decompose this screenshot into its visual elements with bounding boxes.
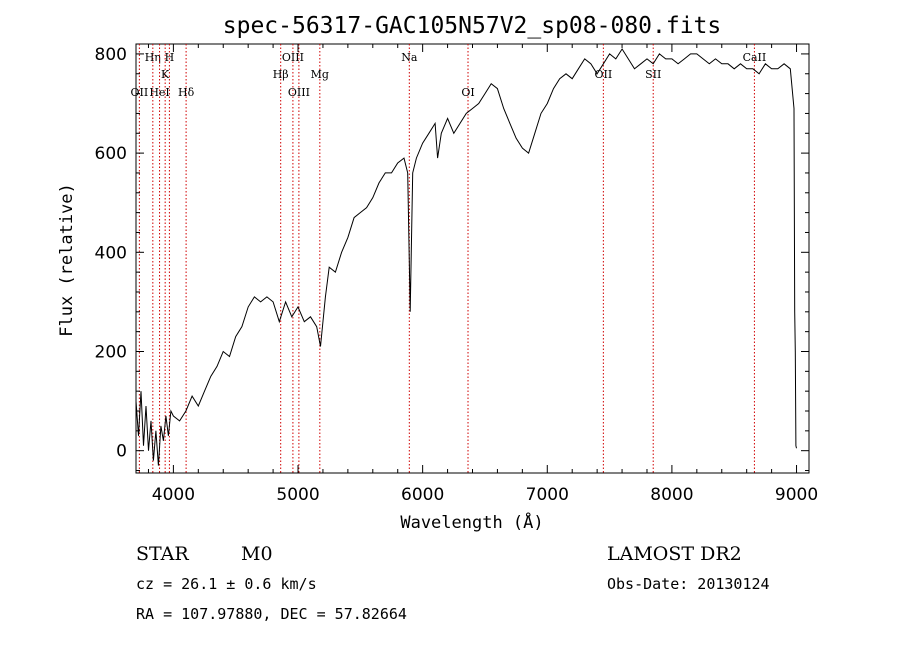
coordinates-text: RA = 107.97880, DEC = 57.82664 [136, 605, 407, 623]
line-marker-label: Hδ [178, 86, 195, 99]
x-tick-label: 4000 [152, 485, 195, 505]
y-tick-label: 400 [95, 243, 127, 263]
x-tick-label: 9000 [775, 485, 818, 505]
y-axis-label: Flux (relative) [57, 183, 77, 337]
y-tick-label: 600 [95, 144, 127, 164]
survey-name: LAMOST DR2 [607, 543, 742, 565]
line-marker-label: Na [401, 51, 418, 64]
obs-date-text: Obs-Date: 20130124 [607, 575, 770, 593]
line-marker-label: OII [131, 86, 149, 99]
redshift-text: cz = 26.1 ± 0.6 km/s [136, 575, 317, 593]
line-marker-label: K [161, 68, 170, 81]
line-marker-label: Hβ [273, 68, 289, 81]
x-tick-label: 7000 [526, 485, 569, 505]
y-tick-label: 0 [116, 442, 127, 462]
y-tick-label: 800 [95, 45, 127, 65]
line-marker-label: Hη [145, 51, 161, 64]
line-marker-label: OI [461, 86, 474, 99]
x-tick-label: 8000 [650, 485, 693, 505]
spectrum-series [135, 48, 797, 466]
line-marker-label: SII [645, 68, 661, 81]
line-marker-label: H [165, 51, 175, 64]
line-marker-label: HeI [149, 86, 169, 99]
object-class: STAR [136, 543, 189, 565]
line-marker-label: OIII [288, 86, 310, 99]
object-subclass: M0 [241, 543, 273, 565]
x-tick-label: 5000 [276, 485, 319, 505]
spectrum-line [135, 48, 797, 466]
x-axis-label: Wavelength (Å) [400, 511, 543, 533]
x-axis: 4000 5000 6000 7000 8000 9000 [147, 44, 818, 505]
y-tick-label: 200 [95, 342, 127, 362]
line-marker-label: CaII [743, 51, 767, 64]
x-tick-label: 6000 [401, 485, 444, 505]
line-marker-label: OIII [282, 51, 304, 64]
line-marker-label: Mg [311, 68, 329, 81]
y-axis: 0 200 400 600 800 [95, 45, 809, 472]
chart-title: spec-56317-GAC105N57V2_sp08-080.fits [223, 13, 722, 39]
